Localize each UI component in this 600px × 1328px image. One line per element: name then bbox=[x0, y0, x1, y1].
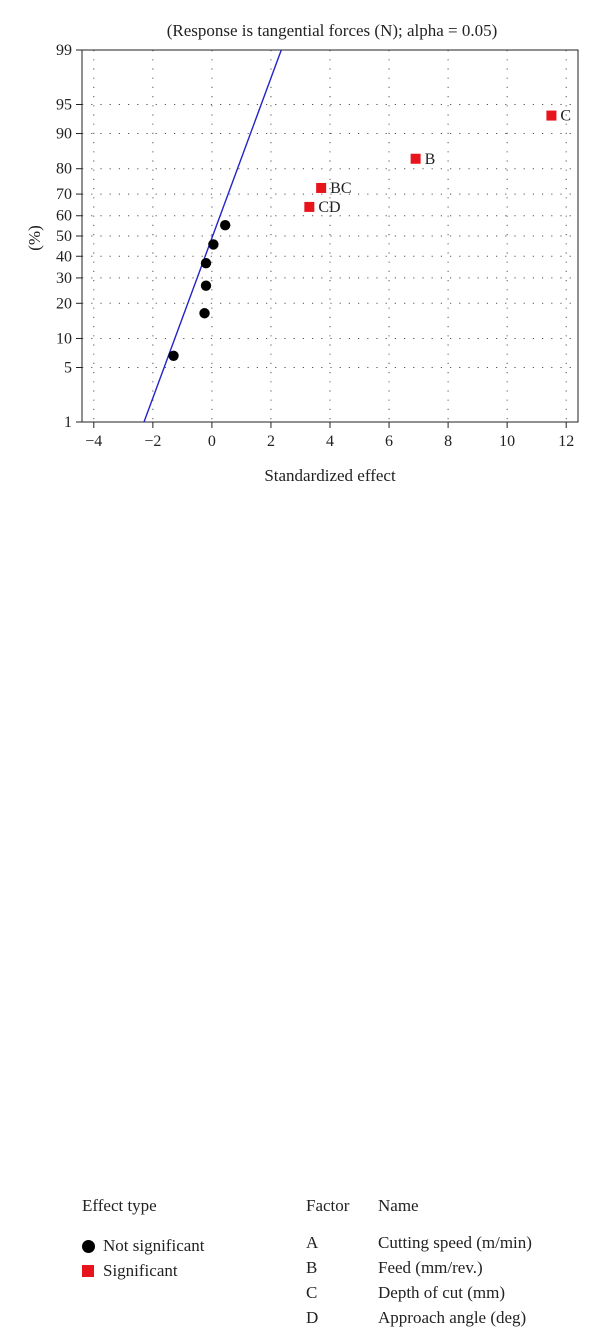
plot-svg: (Response is tangential forces (N); alph… bbox=[25, 21, 579, 485]
factor-name-c: Depth of cut (mm) bbox=[378, 1283, 505, 1302]
x-tick-label: −4 bbox=[85, 433, 102, 450]
x-tick-label: 4 bbox=[326, 433, 334, 450]
legend-label-significant: Significant bbox=[103, 1261, 178, 1280]
y-tick-label: 95 bbox=[56, 96, 72, 113]
significant-point bbox=[304, 201, 315, 212]
factor-code-b: B bbox=[306, 1258, 318, 1277]
not-significant-point bbox=[199, 308, 210, 319]
significant-point bbox=[410, 153, 421, 164]
y-tick-label: 10 bbox=[56, 330, 72, 347]
y-tick-label: 30 bbox=[56, 270, 72, 287]
square-marker-icon bbox=[82, 1265, 94, 1277]
factor-name-a: Cutting speed (m/min) bbox=[378, 1233, 532, 1252]
point-label: B bbox=[425, 151, 436, 168]
y-tick-label: 80 bbox=[56, 161, 72, 178]
circle-marker-icon bbox=[82, 1240, 95, 1253]
point-label: C bbox=[560, 108, 571, 125]
factor-name-d: Approach angle (deg) bbox=[378, 1308, 527, 1327]
not-significant-point bbox=[200, 280, 212, 291]
not-significant-point bbox=[168, 350, 179, 362]
normal-probability-plot: (Response is tangential forces (N); alph… bbox=[25, 21, 579, 1327]
y-tick-label: 5 bbox=[64, 360, 72, 377]
factor-header: Factor bbox=[306, 1196, 350, 1215]
point-label: BC bbox=[330, 180, 351, 197]
significant-point bbox=[546, 110, 557, 121]
y-tick-label: 90 bbox=[56, 126, 72, 143]
name-header: Name bbox=[378, 1196, 419, 1215]
y-tick-label: 99 bbox=[56, 42, 72, 59]
effect-type-header: Effect type bbox=[82, 1196, 157, 1215]
y-tick-label: 70 bbox=[56, 186, 72, 203]
fit-line bbox=[143, 49, 282, 423]
y-tick-label: 1 bbox=[64, 414, 72, 431]
factor-code-d: D bbox=[306, 1308, 319, 1327]
y-tick-label: 40 bbox=[56, 248, 72, 265]
point-label: CD bbox=[318, 199, 340, 216]
significant-point bbox=[316, 182, 327, 193]
ticks-layer: −4 −2 0 2 4 6 8 10 12 1 5 10 20 30 40 50 60 70 80 90 95 99 bbox=[56, 42, 574, 450]
x-tick-label: 6 bbox=[385, 433, 393, 450]
y-tick-label: 20 bbox=[56, 295, 72, 312]
x-tick-label: −2 bbox=[144, 433, 161, 450]
y-tick-label: 50 bbox=[56, 228, 72, 245]
legend-label-not-significant: Not significant bbox=[103, 1236, 205, 1255]
x-tick-label: 8 bbox=[444, 433, 452, 450]
y-axis-label: (%) bbox=[25, 225, 44, 250]
x-tick-label: 0 bbox=[208, 433, 216, 450]
grid-layer bbox=[82, 49, 578, 423]
factor-code-c: C bbox=[306, 1283, 318, 1302]
x-tick-label: 10 bbox=[499, 433, 515, 450]
not-significant-point bbox=[219, 219, 231, 231]
factor-name-b: Feed (mm/rev.) bbox=[378, 1258, 483, 1277]
not-significant-point bbox=[200, 257, 212, 269]
chart-title: (Response is tangential forces (N); alph… bbox=[167, 21, 498, 40]
fit-line-layer bbox=[143, 49, 282, 423]
factor-code-a: A bbox=[306, 1233, 319, 1252]
y-tick-label: 60 bbox=[56, 208, 72, 225]
not-significant-point bbox=[208, 239, 219, 250]
x-tick-label: 12 bbox=[558, 433, 574, 450]
x-axis-label: Standardized effect bbox=[264, 466, 396, 485]
x-tick-label: 2 bbox=[267, 433, 275, 450]
